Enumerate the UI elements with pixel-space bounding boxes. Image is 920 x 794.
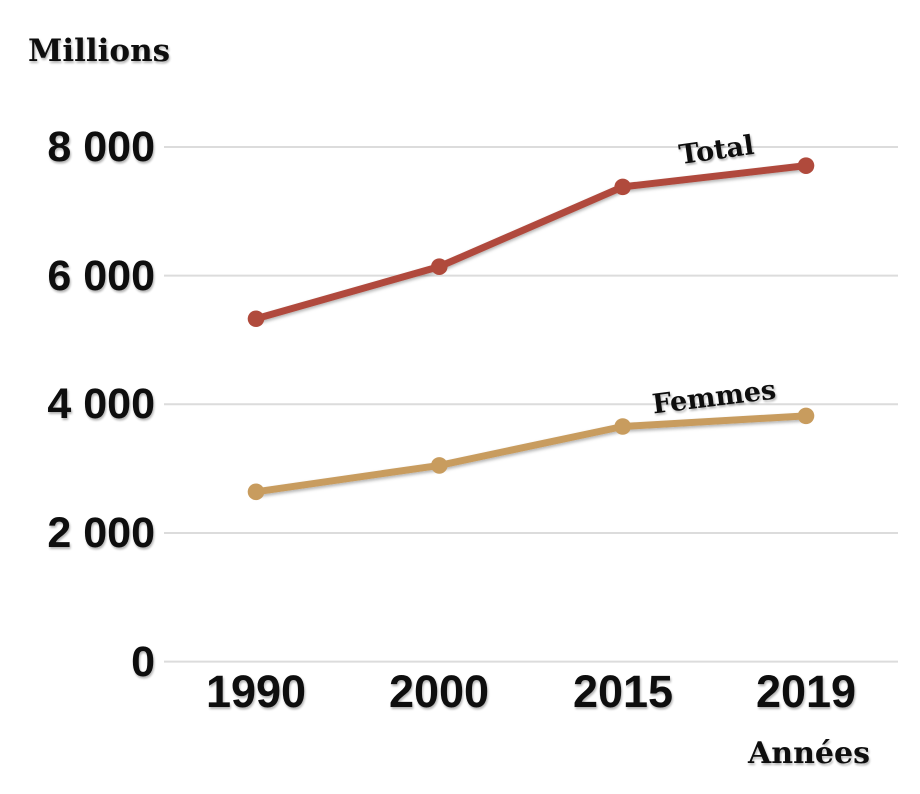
x-tick-label-2019: 2019: [755, 666, 857, 717]
data-point-total-2000: [431, 258, 448, 275]
data-point-total-1990: [247, 310, 265, 328]
y-axis-title: Millions: [28, 33, 171, 69]
x-axis-title: Années: [748, 736, 870, 771]
data-point-femmes-2000: [431, 457, 448, 474]
x-tick-label-1990: 1990: [205, 666, 307, 717]
data-point-femmes-1990: [247, 483, 265, 501]
x-tick-label-2000: 2000: [388, 666, 490, 717]
y-tick-label-2000: 2 000: [47, 509, 155, 557]
series-line-total: [252, 162, 810, 323]
data-point-femmes-2015: [614, 418, 631, 435]
y-tick-label-6000: 6 000: [47, 252, 155, 300]
series-line-femmes: [252, 412, 810, 496]
data-point-femmes-2019: [797, 407, 815, 425]
y-tick-label-8000: 8 000: [47, 123, 155, 171]
x-tick-label-2015: 2015: [572, 666, 674, 717]
y-tick-label-0: 0: [131, 638, 155, 686]
data-point-total-2015: [614, 178, 631, 196]
y-tick-label-4000: 4 000: [47, 380, 155, 428]
data-point-total-2019: [797, 157, 815, 174]
